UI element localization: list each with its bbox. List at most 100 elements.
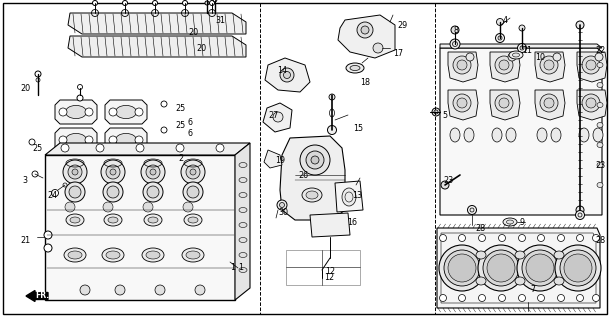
Ellipse shape <box>506 128 516 142</box>
Ellipse shape <box>597 83 603 87</box>
Polygon shape <box>45 143 250 155</box>
Circle shape <box>93 1 97 5</box>
Ellipse shape <box>108 217 118 223</box>
Circle shape <box>519 25 525 31</box>
Circle shape <box>468 205 476 214</box>
Polygon shape <box>490 52 520 82</box>
Ellipse shape <box>306 191 318 199</box>
Ellipse shape <box>515 277 525 285</box>
Circle shape <box>216 144 224 152</box>
Circle shape <box>544 98 554 108</box>
Text: 3: 3 <box>22 175 27 185</box>
Circle shape <box>51 189 58 196</box>
Text: 16: 16 <box>347 218 357 227</box>
Ellipse shape <box>239 222 247 228</box>
Text: 18: 18 <box>360 77 370 86</box>
Circle shape <box>457 60 467 70</box>
Text: 1: 1 <box>238 263 243 273</box>
Text: 19: 19 <box>275 156 285 164</box>
Circle shape <box>176 144 184 152</box>
Polygon shape <box>263 103 292 132</box>
Polygon shape <box>437 228 600 308</box>
Ellipse shape <box>302 188 322 202</box>
Ellipse shape <box>144 214 162 226</box>
Polygon shape <box>280 136 345 220</box>
Ellipse shape <box>509 51 523 59</box>
Ellipse shape <box>102 248 124 262</box>
FancyArrow shape <box>26 291 48 301</box>
Circle shape <box>373 43 383 53</box>
Circle shape <box>109 136 117 144</box>
Circle shape <box>68 165 82 179</box>
Ellipse shape <box>503 218 517 226</box>
Ellipse shape <box>186 251 200 259</box>
Ellipse shape <box>66 214 84 226</box>
Circle shape <box>439 245 485 291</box>
Circle shape <box>593 235 600 242</box>
Circle shape <box>495 34 504 43</box>
Circle shape <box>483 250 519 286</box>
Circle shape <box>280 68 294 82</box>
Circle shape <box>553 53 561 61</box>
Circle shape <box>432 108 440 116</box>
Circle shape <box>499 98 509 108</box>
Text: 12: 12 <box>325 268 335 276</box>
Circle shape <box>195 285 205 295</box>
Circle shape <box>69 186 81 198</box>
Circle shape <box>522 250 558 286</box>
Text: 25: 25 <box>32 143 42 153</box>
Circle shape <box>213 0 217 2</box>
Text: 11: 11 <box>522 45 532 54</box>
Text: 21: 21 <box>20 236 30 244</box>
Ellipse shape <box>239 193 247 197</box>
Text: 6: 6 <box>188 129 193 138</box>
Polygon shape <box>338 15 395 58</box>
Circle shape <box>306 151 324 169</box>
Circle shape <box>109 108 117 116</box>
Circle shape <box>101 160 125 184</box>
Polygon shape <box>105 100 147 124</box>
Circle shape <box>280 203 284 207</box>
Circle shape <box>459 294 465 301</box>
Circle shape <box>150 169 156 175</box>
Ellipse shape <box>182 248 204 262</box>
Circle shape <box>205 1 209 5</box>
Circle shape <box>277 200 287 210</box>
Circle shape <box>44 231 52 239</box>
Circle shape <box>59 108 67 116</box>
Text: 28: 28 <box>595 236 605 244</box>
Text: 4: 4 <box>503 15 508 25</box>
Circle shape <box>85 108 93 116</box>
Polygon shape <box>68 36 246 57</box>
Circle shape <box>487 254 515 282</box>
Circle shape <box>106 165 120 179</box>
Polygon shape <box>535 90 565 120</box>
Ellipse shape <box>239 252 247 258</box>
Text: 31: 31 <box>215 15 225 25</box>
Ellipse shape <box>342 188 356 206</box>
Circle shape <box>110 169 116 175</box>
Polygon shape <box>55 100 97 124</box>
Circle shape <box>103 182 123 202</box>
Ellipse shape <box>551 128 561 142</box>
Text: 12: 12 <box>324 274 334 283</box>
Circle shape <box>457 98 467 108</box>
Circle shape <box>32 171 38 177</box>
Text: 1: 1 <box>230 263 235 273</box>
Circle shape <box>519 235 525 242</box>
Circle shape <box>361 26 369 34</box>
Circle shape <box>329 94 335 100</box>
Text: 10: 10 <box>535 52 545 61</box>
Text: 24: 24 <box>47 190 57 199</box>
Ellipse shape <box>515 251 525 259</box>
Circle shape <box>44 244 52 252</box>
Circle shape <box>451 26 459 34</box>
Polygon shape <box>335 181 363 212</box>
Circle shape <box>80 285 90 295</box>
Ellipse shape <box>239 268 247 273</box>
Circle shape <box>77 84 83 90</box>
Ellipse shape <box>346 63 364 73</box>
Circle shape <box>459 235 465 242</box>
Ellipse shape <box>66 133 86 147</box>
Ellipse shape <box>593 128 603 142</box>
